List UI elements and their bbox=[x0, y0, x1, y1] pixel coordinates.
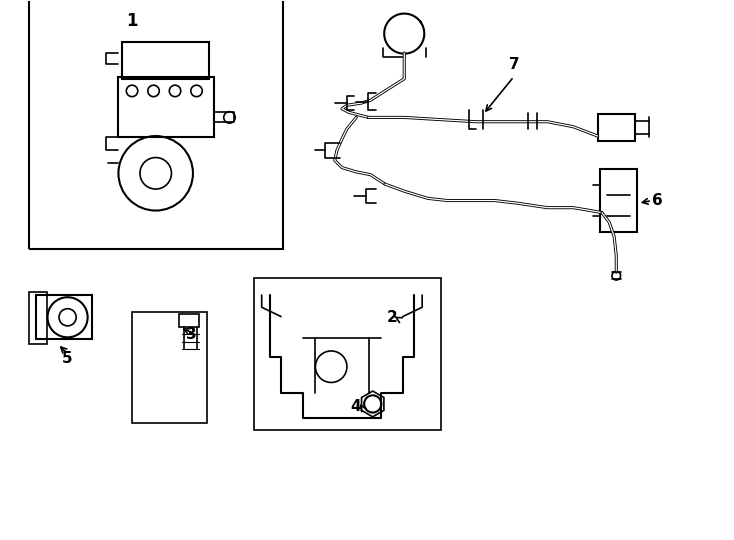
Text: 7: 7 bbox=[509, 57, 519, 72]
Text: 2: 2 bbox=[386, 310, 397, 326]
Bar bbox=[132, 312, 207, 423]
Bar bbox=[600, 169, 637, 232]
Bar bbox=[117, 77, 214, 138]
Text: 6: 6 bbox=[652, 193, 663, 208]
Bar bbox=[29, 0, 283, 248]
Text: 4: 4 bbox=[351, 399, 361, 414]
Bar bbox=[179, 314, 200, 327]
Bar bbox=[36, 295, 92, 340]
Bar bbox=[254, 278, 441, 430]
Bar bbox=[122, 42, 209, 79]
Bar bbox=[597, 114, 635, 141]
Text: 3: 3 bbox=[186, 327, 197, 342]
Text: 5: 5 bbox=[62, 350, 73, 366]
Text: 1: 1 bbox=[126, 12, 138, 30]
Bar bbox=[29, 292, 47, 344]
